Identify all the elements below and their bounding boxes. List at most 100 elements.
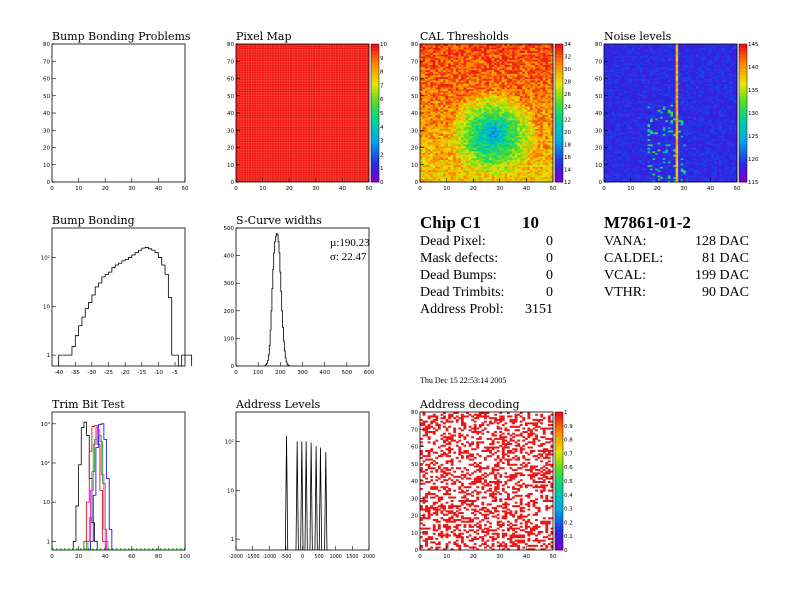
heatmap-cell — [529, 130, 533, 133]
heatmap-cell — [504, 169, 508, 173]
heatmap-cell — [491, 140, 495, 143]
heatmap-cell — [455, 66, 459, 69]
heatmap-cell — [529, 107, 533, 110]
heatmap-cell — [458, 171, 462, 174]
heatmap-cell — [731, 166, 735, 169]
heatmap-cell — [494, 90, 498, 93]
heatmap-cell — [476, 44, 480, 47]
heatmap-cell — [478, 56, 482, 59]
heatmap-cell — [471, 147, 475, 150]
heatmap-cell — [514, 71, 518, 74]
heatmap-cell — [440, 73, 444, 76]
heatmap-cell — [537, 130, 541, 133]
heatmap-cell — [509, 125, 513, 128]
heatmap-cell — [542, 168, 546, 171]
heatmap-cell — [445, 159, 449, 162]
heatmap-cell — [422, 94, 426, 97]
heatmap-cell — [537, 92, 541, 95]
heatmap-cell — [471, 76, 475, 79]
heatmap-cell — [509, 102, 513, 105]
heatmap-cell — [535, 56, 539, 59]
heatmap-cell — [545, 152, 549, 155]
heatmap-cell — [486, 156, 490, 159]
heatmap-cell — [432, 145, 436, 148]
heatmap-cell — [680, 180, 684, 183]
heatmap-cell — [547, 49, 551, 52]
heatmap-cell — [512, 102, 515, 105]
heatmap-cell — [420, 61, 423, 64]
heatmap-cell — [517, 68, 521, 71]
heatmap-cell — [425, 95, 429, 98]
heatmap-cell — [514, 135, 518, 138]
heatmap-cell — [512, 104, 515, 107]
heatmap-cell — [529, 116, 533, 119]
heatmap-cell — [527, 102, 531, 105]
heatmap-cell — [432, 92, 436, 95]
heatmap-cell — [448, 69, 452, 72]
heatmap-cell — [665, 176, 669, 179]
heatmap-cell — [644, 180, 648, 183]
heatmap-cell — [532, 52, 536, 55]
heatmap-cell — [496, 126, 500, 129]
heatmap-cell — [443, 69, 446, 72]
heatmap-cell — [524, 166, 528, 169]
heatmap-cell — [478, 80, 482, 83]
heatmap-cell — [519, 76, 523, 79]
heatmap-cell — [463, 106, 467, 109]
heatmap-cell — [473, 161, 477, 164]
heatmap-cell — [494, 111, 498, 114]
heatmap-cell — [519, 47, 523, 50]
heatmap-cell — [450, 64, 454, 67]
heatmap-cell — [481, 138, 485, 141]
heatmap-cell — [455, 100, 459, 103]
heatmap-cell — [466, 87, 469, 90]
heatmap-cell — [504, 73, 508, 76]
heatmap-cell — [519, 135, 523, 138]
heatmap-cell — [506, 52, 510, 55]
heatmap-cell — [535, 97, 539, 100]
color-scale-segment — [371, 137, 379, 141]
heatmap-cell — [542, 113, 546, 116]
heatmap-cell — [547, 52, 551, 55]
heatmap-cell — [506, 125, 510, 128]
heatmap-cell — [535, 178, 539, 181]
heatmap-cell — [537, 61, 541, 64]
heatmap-cell — [685, 168, 689, 171]
heatmap-cell — [499, 113, 503, 116]
heatmap-cell — [537, 94, 541, 97]
heatmap-cell — [504, 75, 508, 78]
heatmap-cell — [524, 76, 528, 79]
heatmap-cell — [473, 100, 477, 103]
heatmap-cell — [420, 54, 423, 57]
color-scale-label: 1 — [380, 166, 384, 172]
heatmap-cell — [496, 180, 500, 183]
heatmap-cell — [432, 87, 436, 90]
heatmap-cell — [481, 166, 485, 169]
heatmap-cell — [634, 180, 638, 183]
heatmap-cell — [688, 171, 692, 174]
heatmap-cell — [529, 68, 533, 71]
heatmap-cell — [450, 171, 454, 174]
heatmap-cell — [422, 154, 426, 157]
heatmap-cell — [509, 109, 513, 112]
heatmap-cell — [540, 88, 544, 91]
heatmap-cell — [537, 144, 541, 147]
heatmap-cell — [670, 180, 674, 183]
heatmap-cell — [427, 119, 431, 122]
heatmap-cell — [529, 150, 533, 154]
heatmap-cell — [437, 145, 441, 148]
heatmap-cell — [524, 66, 528, 69]
heatmap-cell — [486, 45, 490, 48]
heatmap-cell — [542, 149, 546, 152]
heatmap-cell — [550, 73, 554, 76]
heatmap-cell — [440, 175, 444, 178]
heatmap-cell — [435, 81, 439, 85]
heatmap-cell — [509, 66, 513, 69]
heatmap-cell — [422, 44, 426, 47]
heatmap-cell — [486, 157, 490, 160]
heatmap-cell — [527, 168, 531, 171]
heatmap-cell — [466, 159, 469, 162]
heatmap-cell — [512, 180, 515, 183]
heatmap-cell — [455, 87, 459, 90]
heatmap-cell — [545, 119, 549, 122]
